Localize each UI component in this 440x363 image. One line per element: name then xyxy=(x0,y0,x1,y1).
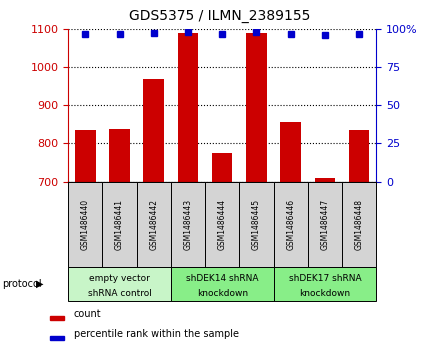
Text: shDEK17 shRNA: shDEK17 shRNA xyxy=(289,274,361,284)
Bar xyxy=(103,182,137,267)
Bar xyxy=(274,182,308,267)
Bar xyxy=(239,182,274,267)
Bar xyxy=(109,129,130,182)
Text: protocol: protocol xyxy=(2,279,42,289)
Text: GSM1486443: GSM1486443 xyxy=(183,199,192,250)
Bar xyxy=(68,267,171,301)
Bar xyxy=(212,153,232,182)
Text: GSM1486447: GSM1486447 xyxy=(320,199,330,250)
Bar xyxy=(50,317,64,320)
Bar xyxy=(274,267,376,301)
Text: GSM1486444: GSM1486444 xyxy=(218,199,227,250)
Bar xyxy=(50,337,64,340)
Bar xyxy=(178,33,198,182)
Text: GSM1486442: GSM1486442 xyxy=(149,199,158,250)
Bar xyxy=(68,182,103,267)
Text: shDEK14 shRNA: shDEK14 shRNA xyxy=(186,274,258,284)
Text: GSM1486448: GSM1486448 xyxy=(355,199,363,250)
Text: knockdown: knockdown xyxy=(197,289,248,298)
Bar xyxy=(205,182,239,267)
Bar xyxy=(342,182,376,267)
Bar xyxy=(315,178,335,182)
Bar xyxy=(280,122,301,182)
Text: ▶: ▶ xyxy=(36,279,44,289)
Bar xyxy=(75,130,95,182)
Text: count: count xyxy=(74,309,102,319)
Text: GDS5375 / ILMN_2389155: GDS5375 / ILMN_2389155 xyxy=(129,9,311,23)
Text: GSM1486445: GSM1486445 xyxy=(252,199,261,250)
Text: GSM1486446: GSM1486446 xyxy=(286,199,295,250)
Bar xyxy=(143,79,164,182)
Bar xyxy=(171,182,205,267)
Text: GSM1486440: GSM1486440 xyxy=(81,199,90,250)
Bar xyxy=(349,130,369,182)
Text: knockdown: knockdown xyxy=(299,289,350,298)
Text: GSM1486441: GSM1486441 xyxy=(115,199,124,250)
Text: shRNA control: shRNA control xyxy=(88,289,151,298)
Bar xyxy=(308,182,342,267)
Bar xyxy=(246,33,267,182)
Bar xyxy=(171,267,274,301)
Bar xyxy=(137,182,171,267)
Text: empty vector: empty vector xyxy=(89,274,150,284)
Text: percentile rank within the sample: percentile rank within the sample xyxy=(74,329,239,339)
